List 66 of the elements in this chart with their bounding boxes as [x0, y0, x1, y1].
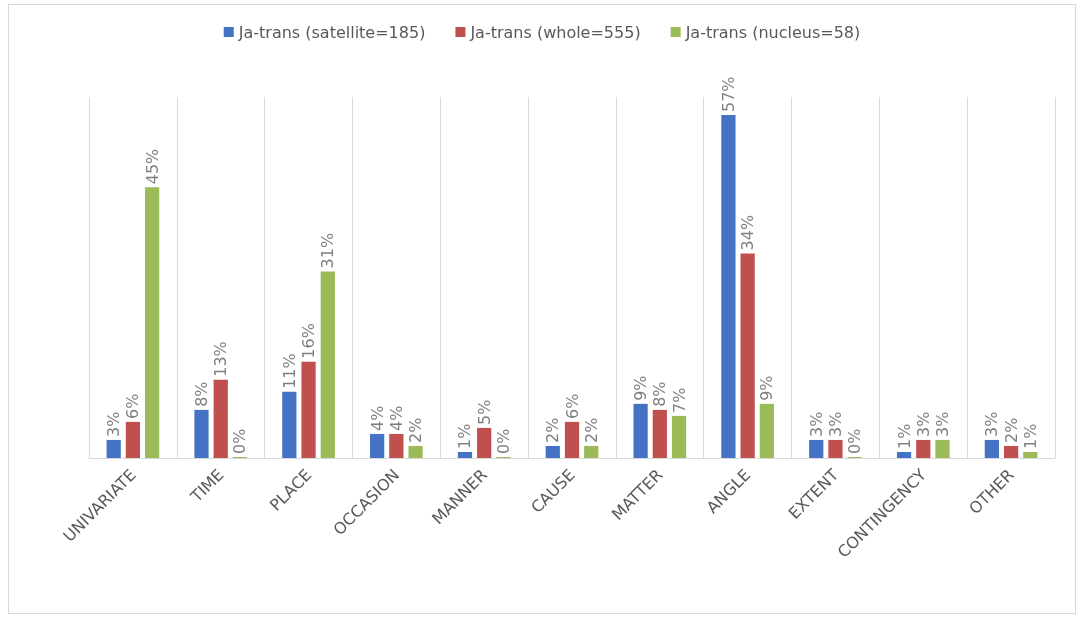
bar: [1023, 451, 1038, 458]
bar: [106, 439, 121, 458]
data-label: 6%: [123, 393, 143, 419]
bar: [652, 409, 667, 458]
legend-label: Ja-trans (satellite=185): [237, 22, 426, 42]
data-label: 2%: [406, 417, 426, 443]
data-label: 5%: [474, 399, 494, 425]
data-label: 8%: [192, 381, 211, 407]
data-label: 2%: [1001, 417, 1021, 443]
bar: [301, 361, 316, 458]
legend-label: Ja-trans (whole=555): [469, 22, 641, 42]
data-label: 4%: [386, 405, 406, 431]
data-label: 2%: [543, 417, 563, 443]
data-label: 7%: [669, 387, 689, 413]
bar: [1003, 445, 1019, 458]
data-label: 8%: [650, 381, 670, 407]
data-label: 3%: [933, 411, 952, 437]
bar: [896, 451, 912, 458]
bar: [194, 409, 209, 458]
bar: [457, 451, 473, 458]
data-label: 0%: [230, 428, 250, 454]
bar: [828, 439, 843, 458]
data-label: 1%: [1020, 423, 1040, 449]
bar: [145, 187, 160, 458]
bar: [633, 403, 648, 458]
bar: [320, 271, 335, 458]
bar: [125, 421, 141, 458]
data-label: 45%: [142, 148, 162, 185]
data-label: 9%: [631, 375, 651, 401]
data-label: 1%: [455, 423, 475, 449]
data-label: 57%: [718, 76, 738, 113]
bar: [213, 379, 228, 458]
data-label: 3%: [806, 411, 826, 437]
bar: [984, 439, 999, 458]
bar: [916, 439, 931, 458]
data-label: 11%: [279, 353, 299, 389]
bar: [721, 115, 736, 458]
bar: [282, 391, 297, 458]
bar: [935, 439, 950, 458]
bar: [584, 445, 599, 458]
bar: [408, 445, 423, 458]
bar: [370, 433, 385, 458]
data-label: 13%: [211, 341, 231, 377]
data-label: 31%: [318, 232, 338, 269]
bar: [809, 439, 824, 458]
data-label: 3%: [104, 411, 124, 437]
data-label: 34%: [738, 214, 758, 251]
data-label: 1%: [894, 423, 914, 449]
data-label: 4%: [367, 405, 387, 431]
bar: [759, 403, 774, 458]
data-label: 2%: [581, 417, 601, 443]
bar: [545, 445, 560, 458]
bar: [389, 433, 404, 458]
bar: [477, 427, 492, 458]
data-label: 16%: [299, 323, 319, 359]
data-label: 3%: [825, 411, 845, 437]
data-label: 6%: [562, 393, 582, 419]
legend-label: Ja-trans (nucleus=58): [684, 22, 861, 42]
bar: [671, 415, 687, 458]
data-label: 3%: [913, 411, 933, 437]
data-label: 9%: [757, 375, 777, 401]
data-label: 3%: [982, 411, 1002, 437]
data-label: 0%: [845, 428, 865, 454]
data-label: 0%: [493, 428, 513, 454]
bar: [564, 421, 580, 458]
bar: [740, 253, 755, 458]
